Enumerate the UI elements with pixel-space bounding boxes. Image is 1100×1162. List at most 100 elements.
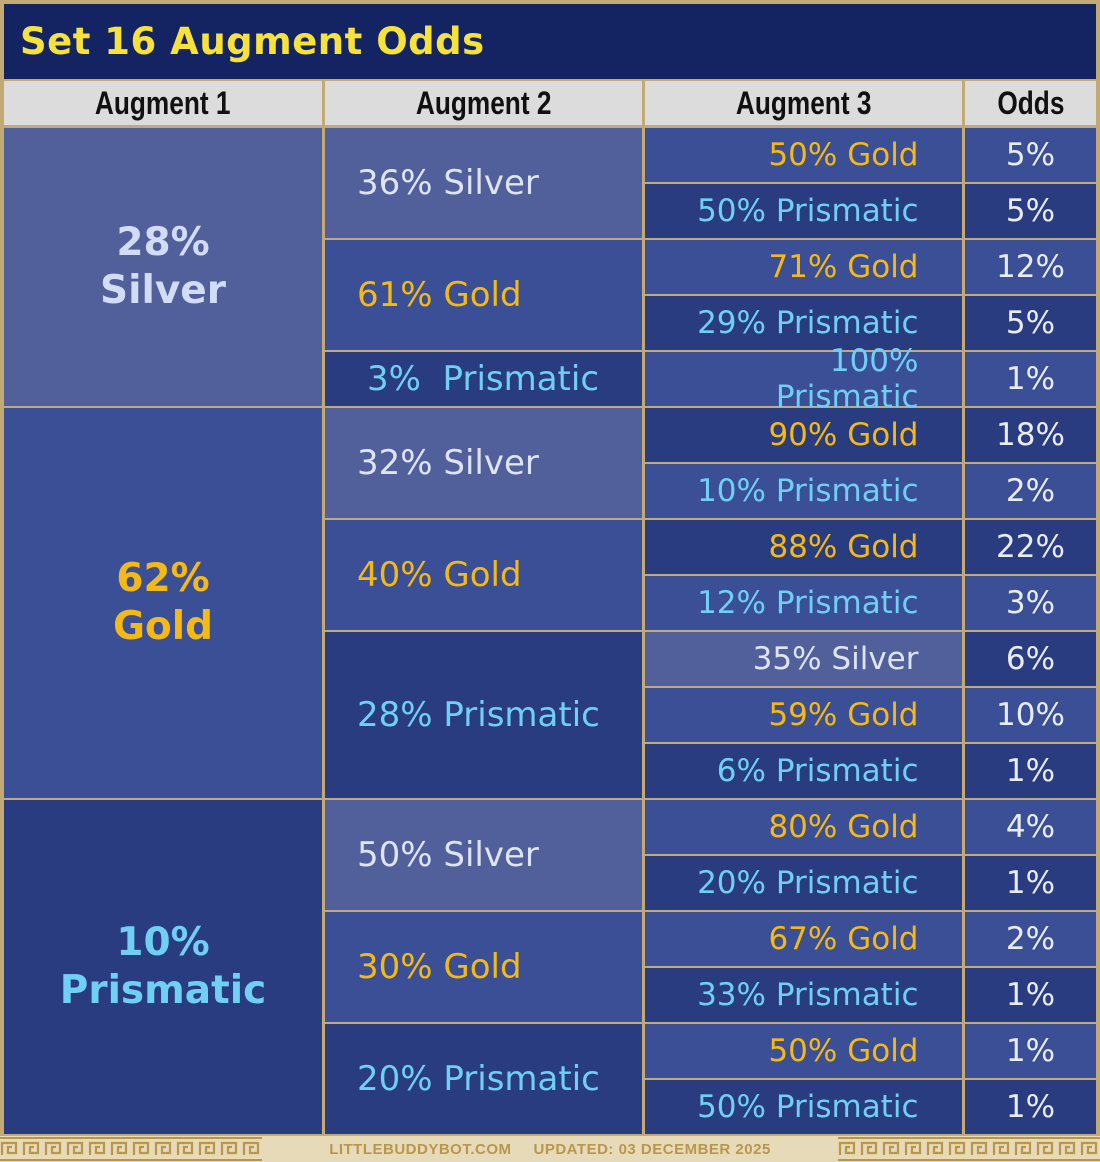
- augment3-label: 71% Gold: [768, 249, 919, 285]
- odds-value: 6%: [1005, 641, 1056, 677]
- augment1-percent: 10%: [116, 920, 210, 965]
- odds-cell: 12%: [965, 240, 1096, 294]
- augment3-label: 67% Gold: [768, 921, 919, 957]
- augment1-cell: 10% Prismatic: [4, 800, 322, 1134]
- odds-value: 22%: [996, 529, 1065, 565]
- odds-value: 1%: [1005, 1089, 1056, 1125]
- footer-ornament-left: [0, 1136, 262, 1162]
- augment1-tier: Silver: [100, 268, 226, 313]
- odds-cell: 1%: [965, 1080, 1096, 1134]
- augment3-cell: 90% Gold: [645, 408, 962, 462]
- header-odds: Odds: [965, 81, 1096, 125]
- augment1-percent: 62%: [116, 556, 210, 601]
- augment1-tier: Gold: [112, 604, 214, 649]
- odds-value: 10%: [996, 697, 1065, 733]
- augment2-label: 30% Gold: [357, 947, 522, 987]
- augment2-cell: 61% Gold: [325, 240, 642, 350]
- odds-cell: 1%: [965, 352, 1096, 406]
- augment2-label: 61% Gold: [357, 275, 522, 315]
- augment3-cell: 10% Prismatic: [645, 464, 962, 518]
- page-title: Set 16 Augment Odds: [20, 20, 485, 63]
- odds-value: 1%: [1005, 753, 1056, 789]
- augment3-label: 88% Gold: [768, 529, 919, 565]
- odds-value: 1%: [1005, 865, 1056, 901]
- augment1-cell: 62% Gold: [4, 408, 322, 798]
- augment3-cell: 88% Gold: [645, 520, 962, 574]
- augment3-cell: 12% Prismatic: [645, 576, 962, 630]
- augment3-cell: 71% Gold: [645, 240, 962, 294]
- odds-cell: 1%: [965, 968, 1096, 1022]
- augment1-tier: Prismatic: [59, 968, 267, 1013]
- augment3-cell: 35% Silver: [645, 632, 962, 686]
- augment2-label: 28% Prismatic: [357, 695, 600, 735]
- odds-value: 3%: [1005, 585, 1056, 621]
- odds-value: 1%: [1005, 1033, 1056, 1069]
- odds-value: 12%: [996, 249, 1065, 285]
- augment3-label: 50% Gold: [768, 1033, 919, 1069]
- odds-cell: 1%: [965, 856, 1096, 910]
- odds-cell: 4%: [965, 800, 1096, 854]
- odds-cell: 1%: [965, 744, 1096, 798]
- augment3-cell: 50% Prismatic: [645, 1080, 962, 1134]
- odds-cell: 5%: [965, 128, 1096, 182]
- footer-text: LITTLEBUDDYBOT.COM UPDATED: 03 DECEMBER …: [260, 1136, 840, 1162]
- title-bar: Set 16 Augment Odds: [4, 4, 1096, 79]
- augment3-label: 12% Prismatic: [697, 585, 919, 621]
- augment2-cell: 3% Prismatic: [325, 352, 642, 406]
- augment3-label: 20% Prismatic: [697, 865, 919, 901]
- augment3-cell: 50% Gold: [645, 128, 962, 182]
- odds-cell: 18%: [965, 408, 1096, 462]
- augment2-label: 20% Prismatic: [357, 1059, 600, 1099]
- augment3-cell: 50% Prismatic: [645, 184, 962, 238]
- odds-cell: 10%: [965, 688, 1096, 742]
- odds-value: 5%: [1005, 193, 1056, 229]
- odds-cell: 1%: [965, 1024, 1096, 1078]
- footer-updated: UPDATED: 03 DECEMBER 2025: [533, 1140, 771, 1158]
- augment3-label: 6% Prismatic: [716, 753, 919, 789]
- augment3-cell: 6% Prismatic: [645, 744, 962, 798]
- augment3-cell: 100% Prismatic: [645, 343, 962, 415]
- augment3-label: 80% Gold: [768, 809, 919, 845]
- augment2-cell: 40% Gold: [325, 520, 642, 630]
- augment3-cell: 59% Gold: [645, 688, 962, 742]
- odds-value: 2%: [1005, 921, 1056, 957]
- augment2-cell: 32% Silver: [325, 408, 642, 518]
- augment3-cell: 20% Prismatic: [645, 856, 962, 910]
- augment2-label: 3% Prismatic: [367, 359, 600, 399]
- augment3-cell: 33% Prismatic: [645, 968, 962, 1022]
- odds-value: 5%: [1005, 305, 1056, 341]
- augment2-label: 32% Silver: [357, 443, 539, 483]
- footer-site: LITTLEBUDDYBOT.COM: [329, 1140, 512, 1158]
- header-augment-2: Augment 2: [325, 81, 642, 125]
- odds-cell: 22%: [965, 520, 1096, 574]
- augment2-label: 50% Silver: [357, 835, 539, 875]
- augment2-cell: 28% Prismatic: [325, 632, 642, 798]
- odds-value: 5%: [1005, 137, 1056, 173]
- augment3-label: 35% Silver: [752, 641, 919, 677]
- header-augment-1: Augment 1: [4, 81, 322, 125]
- augment3-cell: 50% Gold: [645, 1024, 962, 1078]
- odds-cell: 6%: [965, 632, 1096, 686]
- footer-ornament-right: [838, 1136, 1100, 1162]
- augment3-cell: 80% Gold: [645, 800, 962, 854]
- odds-cell: 5%: [965, 296, 1096, 350]
- augment3-label: 33% Prismatic: [697, 977, 919, 1013]
- odds-value: 18%: [996, 417, 1065, 453]
- augment2-cell: 20% Prismatic: [325, 1024, 642, 1134]
- odds-value: 1%: [1005, 977, 1056, 1013]
- augment3-cell: 29% Prismatic: [645, 296, 962, 350]
- augment3-label: 90% Gold: [768, 417, 919, 453]
- odds-value: 2%: [1005, 473, 1056, 509]
- odds-cell: 2%: [965, 912, 1096, 966]
- augment3-label: 59% Gold: [768, 697, 919, 733]
- augment3-label: 100% Prismatic: [775, 343, 919, 415]
- augment3-label: 50% Prismatic: [697, 193, 919, 229]
- odds-cell: 5%: [965, 184, 1096, 238]
- odds-cell: 2%: [965, 464, 1096, 518]
- augment1-cell: 28% Silver: [4, 128, 322, 406]
- augment2-label: 40% Gold: [357, 555, 522, 595]
- augment2-cell: 30% Gold: [325, 912, 642, 1022]
- odds-value: 4%: [1005, 809, 1056, 845]
- augment3-label: 50% Gold: [768, 137, 919, 173]
- augment2-cell: 50% Silver: [325, 800, 642, 910]
